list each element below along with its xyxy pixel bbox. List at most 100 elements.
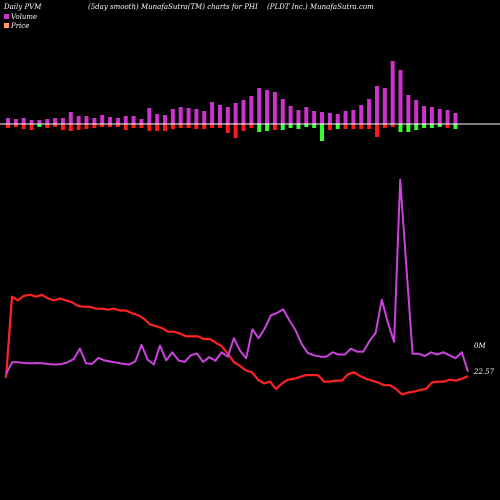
price-last-value: 22.57 xyxy=(474,368,495,376)
volume-bar-down-55 xyxy=(437,124,442,127)
volume-bar-down-8 xyxy=(68,124,73,131)
volume-bar-up-53 xyxy=(422,106,427,124)
legend-swatch-volume xyxy=(4,14,9,19)
volume-bar-down-52 xyxy=(414,124,419,130)
volume-bar-up-43 xyxy=(343,111,348,124)
volume-bar-down-5 xyxy=(45,124,50,128)
volume-bar-down-37 xyxy=(296,124,301,129)
volume-bar-down-13 xyxy=(108,124,113,127)
volume-bar-up-49 xyxy=(390,61,395,124)
volume-bar-down-49 xyxy=(390,124,395,127)
legend-label-volume: Volume xyxy=(11,13,38,21)
volume-bar-down-15 xyxy=(123,124,128,130)
chart-source: (PLDT Inc.) MunafaSutra.com xyxy=(267,3,374,11)
volume-bar-down-51 xyxy=(406,124,411,132)
volume-bar-down-41 xyxy=(327,124,332,130)
volume-bar-down-56 xyxy=(445,124,450,128)
volume-bar-down-33 xyxy=(265,124,270,131)
volume-bar-down-10 xyxy=(84,124,89,129)
volume-bar-up-41 xyxy=(327,113,332,124)
volume-bar-up-30 xyxy=(241,100,246,124)
volume-bar-down-16 xyxy=(131,124,136,128)
volume-bar-up-57 xyxy=(453,113,458,124)
volume-bar-down-23 xyxy=(186,124,191,128)
volume-bar-up-1 xyxy=(13,119,18,124)
volume-bar-down-14 xyxy=(115,124,120,127)
volume-bar-up-33 xyxy=(265,90,270,124)
volume-bar-up-37 xyxy=(296,110,301,124)
volume-bar-down-32 xyxy=(257,124,262,132)
volume-bar-down-9 xyxy=(76,124,81,130)
volume-bar-up-29 xyxy=(233,103,238,124)
volume-bar-up-44 xyxy=(351,110,356,124)
volume-bar-down-2 xyxy=(21,124,26,129)
chart-title: (5day smooth) MunafaSutra(TM) charts for… xyxy=(88,3,258,11)
volume-bar-up-36 xyxy=(288,106,293,124)
volume-bar-up-3 xyxy=(29,120,34,124)
volume-bar-down-7 xyxy=(60,124,65,130)
volume-bar-up-35 xyxy=(280,99,285,124)
volume-bar-up-5 xyxy=(45,119,50,124)
volume-bar-down-31 xyxy=(249,124,254,128)
volume-bar-down-54 xyxy=(429,124,434,128)
volume-bar-down-22 xyxy=(178,124,183,128)
price-series-line xyxy=(4,293,469,396)
volume-bar-down-20 xyxy=(163,124,167,131)
volume-bar-up-38 xyxy=(304,107,309,124)
volume-bar-up-26 xyxy=(210,102,215,124)
volume-bar-up-23 xyxy=(186,108,191,124)
volume-bar-up-55 xyxy=(437,109,442,124)
volume-bar-up-12 xyxy=(100,115,105,124)
volume-bar-up-20 xyxy=(163,115,167,124)
volume-bar-up-6 xyxy=(53,118,58,124)
volume-bar-down-1 xyxy=(13,124,18,127)
volume-bar-up-27 xyxy=(217,105,222,124)
volume-bar-down-21 xyxy=(170,124,175,129)
volume-bar-down-36 xyxy=(288,124,293,128)
volume-bar-up-31 xyxy=(249,96,254,124)
volume-bar-down-25 xyxy=(202,124,207,129)
volume-bar-down-0 xyxy=(6,124,10,128)
volume-bar-down-45 xyxy=(359,124,364,129)
volume-bar-down-19 xyxy=(155,124,160,131)
volume-series-line xyxy=(5,178,469,375)
volume-bar-up-52 xyxy=(414,100,419,124)
volume-bar-up-10 xyxy=(84,116,89,124)
volume-bar-down-42 xyxy=(335,124,340,129)
volume-bar-up-7 xyxy=(60,118,65,124)
volume-bar-down-24 xyxy=(194,124,199,129)
volume-bar-up-9 xyxy=(76,116,81,124)
volume-bar-down-35 xyxy=(280,124,285,130)
volume-bar-down-39 xyxy=(312,124,317,128)
volume-bar-down-17 xyxy=(139,124,144,128)
volume-bar-up-48 xyxy=(382,88,387,124)
volume-bar-down-47 xyxy=(374,124,379,137)
volume-bar-down-3 xyxy=(29,124,34,130)
legend-volume: Volume xyxy=(4,13,37,21)
volume-bar-up-2 xyxy=(21,118,26,124)
volume-bar-up-18 xyxy=(147,108,152,124)
volume-bar-up-13 xyxy=(108,117,113,124)
volume-bar-down-18 xyxy=(147,124,152,131)
volume-bar-down-11 xyxy=(92,124,97,128)
volume-bar-up-47 xyxy=(374,86,379,124)
volume-bar-up-28 xyxy=(225,107,230,124)
volume-bar-down-30 xyxy=(241,124,246,131)
volume-bar-up-51 xyxy=(406,95,411,124)
volume-last-value: 0M xyxy=(474,342,486,350)
volume-bar-down-12 xyxy=(100,124,105,127)
volume-bar-up-40 xyxy=(320,112,324,124)
volume-bar-down-29 xyxy=(233,124,238,138)
volume-bar-up-24 xyxy=(194,109,199,124)
volume-bar-down-40 xyxy=(320,124,324,141)
volume-bar-up-42 xyxy=(335,114,340,124)
legend-swatch-price xyxy=(4,23,9,28)
volume-bar-up-34 xyxy=(272,92,277,124)
volume-bar-down-38 xyxy=(304,124,309,127)
volume-bar-down-27 xyxy=(217,124,222,128)
volume-bar-up-11 xyxy=(92,118,97,124)
volume-bar-down-53 xyxy=(422,124,427,128)
legend-label-price: Price xyxy=(11,22,30,30)
